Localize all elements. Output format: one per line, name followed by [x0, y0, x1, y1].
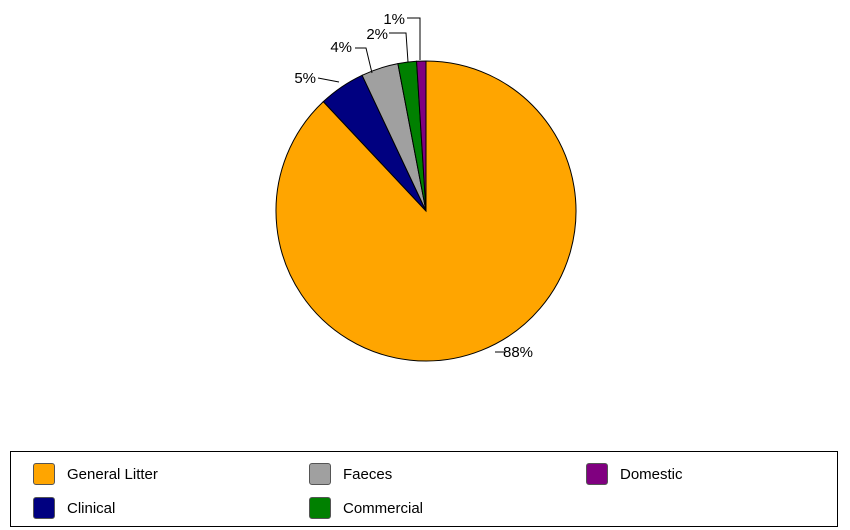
legend-label-general-litter: General Litter	[67, 465, 158, 483]
legend-item-commercial: Commercial	[309, 496, 423, 520]
legend-label-commercial: Commercial	[343, 499, 424, 517]
pie-slice-general-litter	[275, 60, 577, 362]
legend-item-clinical: Clinical	[33, 496, 115, 520]
pie-chart: 88% 5% 4% 2%1%	[275, 11, 577, 362]
legend-swatch-commercial	[309, 497, 331, 519]
legend-swatch-general-litter	[33, 463, 55, 485]
percentage-labels: 88% 5% 4% 2%1%	[294, 11, 533, 361]
legend-swatch-clinical	[33, 497, 55, 519]
legend-swatch-faeces	[309, 463, 331, 485]
leader-line-commercial	[389, 32, 409, 63]
label-leader-lines	[317, 17, 505, 353]
leader-line-domestic	[407, 17, 421, 60]
leader-line-faeces	[355, 47, 373, 74]
legend-swatch-domestic	[586, 463, 608, 485]
pie-slices	[275, 60, 577, 362]
slice-label-faeces: 4%	[330, 39, 352, 56]
leader-line-clinical	[317, 77, 340, 83]
legend-label-faeces: Faeces	[343, 465, 393, 483]
legend-item-faeces: Faeces	[309, 462, 392, 486]
slice-label-commercial: 2%	[366, 26, 388, 43]
legend-label-domestic: Domestic	[620, 465, 683, 483]
legend-item-domestic: Domestic	[586, 462, 683, 486]
slice-label-clinical: 5%	[294, 70, 316, 87]
legend: General Litter Faeces Domestic Clinical …	[10, 451, 838, 527]
legend-label-clinical: Clinical	[67, 499, 116, 517]
slice-label-domestic: 1%	[383, 11, 405, 28]
slice-label-general-litter: 88%	[503, 344, 533, 361]
pie-slice-domestic	[416, 60, 427, 212]
legend-item-general-litter: General Litter	[33, 462, 158, 486]
